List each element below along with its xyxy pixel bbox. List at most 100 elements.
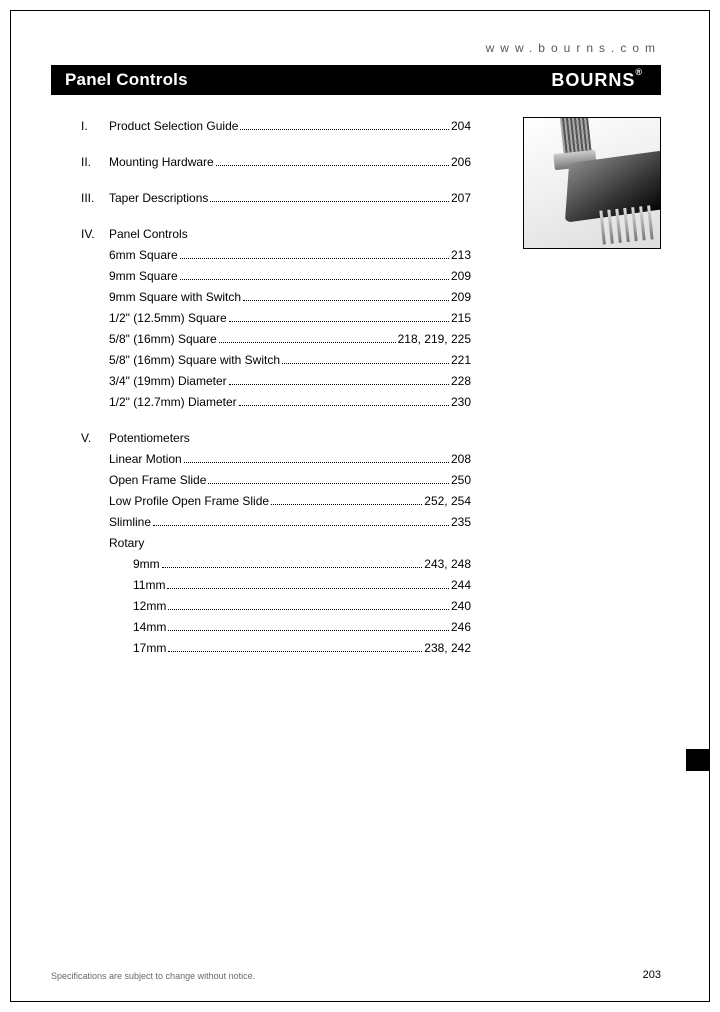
toc-page: 238, 242 — [424, 639, 471, 657]
dot-leader — [216, 165, 449, 166]
dot-leader — [162, 567, 423, 568]
dot-leader — [229, 384, 449, 385]
toc-label: 9mm Square — [109, 267, 178, 285]
toc-label: 9mm Square with Switch — [109, 288, 241, 306]
dot-leader — [184, 462, 449, 463]
toc-subheading: Rotary — [109, 534, 471, 552]
toc-page: 221 — [451, 351, 471, 369]
toc-entry: Open Frame Slide 250 — [109, 471, 471, 489]
toc-entry: 1/2" (12.5mm) Square 215 — [109, 309, 471, 327]
toc-entry: 9mm 243, 248 — [133, 555, 471, 573]
section-title: Panel Controls — [65, 70, 188, 90]
toc-page: 209 — [451, 288, 471, 306]
toc-label: 5/8" (16mm) Square with Switch — [109, 351, 280, 369]
toc-entry: I. Product Selection Guide 204 — [81, 117, 471, 135]
toc-label: 14mm — [133, 618, 166, 636]
toc-label: Linear Motion — [109, 450, 182, 468]
toc-page: 240 — [451, 597, 471, 615]
dot-leader — [243, 300, 449, 301]
toc-page: 235 — [451, 513, 471, 531]
toc-page: 243, 248 — [424, 555, 471, 573]
toc-page: 213 — [451, 246, 471, 264]
side-tab — [686, 749, 710, 771]
toc-label: 1/2" (12.7mm) Diameter — [109, 393, 237, 411]
toc-page: 246 — [451, 618, 471, 636]
website-url: www.bourns.com — [486, 41, 661, 55]
toc-number: V. — [81, 429, 109, 447]
toc-page: 207 — [451, 189, 471, 207]
toc-entry: 5/8" (16mm) Square with Switch 221 — [109, 351, 471, 369]
toc-page: 204 — [451, 117, 471, 135]
toc-entry: Linear Motion 208 — [109, 450, 471, 468]
toc-entry: 3/4" (19mm) Diameter 228 — [109, 372, 471, 390]
toc-page: 252, 254 — [424, 492, 471, 510]
dot-leader — [210, 201, 449, 202]
dot-leader — [168, 651, 422, 652]
toc-number: I. — [81, 117, 109, 135]
toc-entry: Slimline 235 — [109, 513, 471, 531]
toc-page: 208 — [451, 450, 471, 468]
header-bar: Panel Controls BOURNS® — [51, 65, 661, 95]
footer-page-number: 203 — [643, 969, 661, 981]
dot-leader — [229, 321, 449, 322]
dot-leader — [153, 525, 449, 526]
toc-label: Rotary — [109, 534, 144, 552]
table-of-contents: I. Product Selection Guide 204 II. Mount… — [81, 117, 471, 675]
toc-entry: 11mm 244 — [133, 576, 471, 594]
toc-label: 6mm Square — [109, 246, 178, 264]
toc-entry: III. Taper Descriptions 207 — [81, 189, 471, 207]
toc-label: 9mm — [133, 555, 160, 573]
dot-leader — [208, 483, 449, 484]
dot-leader — [167, 588, 449, 589]
toc-entry: Low Profile Open Frame Slide 252, 254 — [109, 492, 471, 510]
dot-leader — [219, 342, 396, 343]
dot-leader — [239, 405, 449, 406]
footer-note: Specifications are subject to change wit… — [51, 971, 255, 981]
toc-label: Potentiometers — [109, 429, 190, 447]
toc-label: 5/8" (16mm) Square — [109, 330, 217, 348]
toc-entry: 12mm 240 — [133, 597, 471, 615]
toc-number: IV. — [81, 225, 109, 243]
toc-label: 12mm — [133, 597, 166, 615]
toc-page: 215 — [451, 309, 471, 327]
toc-label: Mounting Hardware — [109, 153, 214, 171]
toc-page: 218, 219, 225 — [398, 330, 471, 348]
page-frame: www.bourns.com Panel Controls BOURNS® I.… — [10, 10, 710, 1002]
dot-leader — [240, 129, 449, 130]
dot-leader — [168, 609, 449, 610]
toc-entry: 5/8" (16mm) Square 218, 219, 225 — [109, 330, 471, 348]
toc-page: 250 — [451, 471, 471, 489]
toc-heading: V. Potentiometers — [81, 429, 471, 447]
dot-leader — [180, 279, 449, 280]
toc-entry: 17mm 238, 242 — [133, 639, 471, 657]
dot-leader — [180, 258, 449, 259]
product-image — [523, 117, 661, 249]
toc-page: 206 — [451, 153, 471, 171]
toc-number: II. — [81, 153, 109, 171]
toc-label: Taper Descriptions — [109, 189, 208, 207]
toc-entry: II. Mounting Hardware 206 — [81, 153, 471, 171]
toc-label: 1/2" (12.5mm) Square — [109, 309, 227, 327]
toc-label: 11mm — [133, 576, 165, 594]
toc-entry: 14mm 246 — [133, 618, 471, 636]
toc-page: 209 — [451, 267, 471, 285]
toc-entry: 9mm Square with Switch 209 — [109, 288, 471, 306]
toc-label: 3/4" (19mm) Diameter — [109, 372, 227, 390]
toc-page: 244 — [451, 576, 471, 594]
toc-entry: 9mm Square 209 — [109, 267, 471, 285]
brand-logo: BOURNS® — [551, 70, 643, 91]
toc-label: Slimline — [109, 513, 151, 531]
toc-page: 228 — [451, 372, 471, 390]
toc-number: III. — [81, 189, 109, 207]
toc-label: 17mm — [133, 639, 166, 657]
toc-label: Panel Controls — [109, 225, 188, 243]
dot-leader — [271, 504, 422, 505]
toc-page: 230 — [451, 393, 471, 411]
dot-leader — [168, 630, 449, 631]
dot-leader — [282, 363, 449, 364]
toc-entry: 6mm Square 213 — [109, 246, 471, 264]
toc-label: Low Profile Open Frame Slide — [109, 492, 269, 510]
toc-label: Open Frame Slide — [109, 471, 206, 489]
toc-entry: 1/2" (12.7mm) Diameter 230 — [109, 393, 471, 411]
toc-heading: IV. Panel Controls — [81, 225, 471, 243]
